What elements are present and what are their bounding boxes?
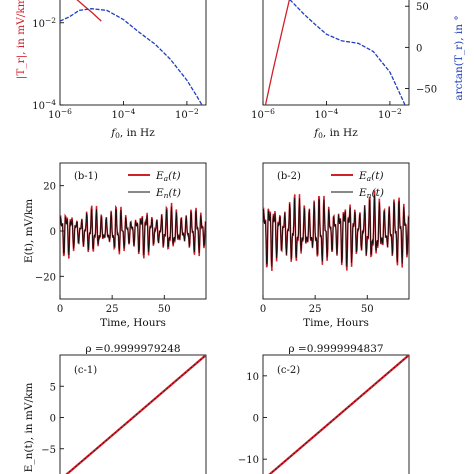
y-tick-label: 10−2 bbox=[32, 16, 56, 30]
series-line-1 bbox=[60, 8, 203, 105]
y-tick-label: 50 bbox=[416, 2, 429, 13]
panel-label: (b-2) bbox=[277, 171, 301, 182]
x-tick-label: 10−6 bbox=[251, 107, 275, 121]
y-tick-label: −10 bbox=[238, 455, 259, 466]
panel-label: (b-1) bbox=[74, 171, 98, 182]
axes-frame bbox=[262, 162, 410, 300]
x-tick-label: 0 bbox=[57, 304, 63, 315]
y-tick-label: 10−4 bbox=[32, 98, 56, 112]
identity-line bbox=[66, 355, 206, 474]
series-line-1 bbox=[289, 0, 406, 105]
x-tick-label: 10−4 bbox=[315, 107, 339, 121]
series-line-1 bbox=[263, 194, 409, 267]
x-axis-label: f0, in Hz bbox=[313, 127, 358, 140]
legend-label: Ea(t) bbox=[358, 170, 384, 183]
y-axis-label: E_n(t), in mV/km bbox=[23, 383, 35, 473]
x-axis-label: f0, in Hz bbox=[110, 127, 155, 140]
y-tick-label: 0 bbox=[253, 414, 259, 425]
x-tick-label: 10−4 bbox=[112, 107, 136, 121]
legend-label: En(t) bbox=[358, 187, 384, 200]
legend-label: En(t) bbox=[155, 187, 181, 200]
x-tick-label: 50 bbox=[158, 304, 171, 315]
y-tick-label: 0 bbox=[50, 414, 56, 425]
x-tick-label: 0 bbox=[260, 304, 266, 315]
rho-label: ρ =0.9999994837 bbox=[288, 343, 383, 355]
panel-label: (c-1) bbox=[74, 365, 97, 376]
y-axis-label: arctan(T_r), in ° bbox=[453, 15, 465, 100]
panel-c-1: −5 0 5 ρ =0.9999979248 (c-1) E_n(t), in mV/km bbox=[23, 343, 207, 474]
x-tick-label: 10−2 bbox=[175, 107, 199, 121]
x-tick-label: 25 bbox=[106, 304, 119, 315]
series-line-1 bbox=[60, 206, 206, 256]
y-tick-label: −20 bbox=[35, 272, 56, 283]
panel-c-2: −10 0 10 ρ =0.9999994837 (c-2) bbox=[238, 343, 410, 474]
y-tick-label: 20 bbox=[43, 182, 56, 193]
y-axis-label: |T_r|, in mV/km/r bbox=[15, 0, 28, 79]
axes-frame bbox=[262, 0, 410, 106]
series-line-0 bbox=[76, 0, 102, 22]
x-tick-label: 25 bbox=[309, 304, 322, 315]
x-tick-label: 10−2 bbox=[378, 107, 402, 121]
y-tick-label: 0 bbox=[416, 43, 422, 54]
x-axis-label: Time, Hours bbox=[303, 317, 369, 329]
identity-line bbox=[269, 355, 409, 474]
panel-b-1: 0 25 50 Time, Hours −20 0 20 E(t), mV/km (b-1) Ea… bbox=[23, 162, 207, 329]
y-tick-label: 0 bbox=[50, 227, 56, 238]
y-tick-label: 5 bbox=[50, 382, 56, 393]
y-axis-label: E(t), mV/km bbox=[23, 199, 35, 263]
rho-label: ρ =0.9999979248 bbox=[85, 343, 180, 355]
axes-frame bbox=[59, 0, 207, 106]
y-tick-label: 10 bbox=[246, 372, 259, 383]
y-tick-label: −50 bbox=[416, 85, 437, 96]
y-tick-label: −5 bbox=[41, 445, 56, 456]
x-axis-label: Time, Hours bbox=[100, 317, 166, 329]
panel-b-2: 0 25 50 Time, Hours (b-2) Ea(t) En(t) bbox=[260, 162, 410, 329]
series-line-0 bbox=[264, 0, 290, 105]
x-tick-label: 50 bbox=[361, 304, 374, 315]
panel-a-2: 10−6 10−4 10−2 f0, in Hz −50 0 50 arctan(T_r), … bbox=[251, 0, 465, 140]
legend-label: Ea(t) bbox=[155, 170, 181, 183]
panel-label: (c-2) bbox=[277, 365, 300, 376]
x-tick-label: 10−6 bbox=[48, 107, 72, 121]
